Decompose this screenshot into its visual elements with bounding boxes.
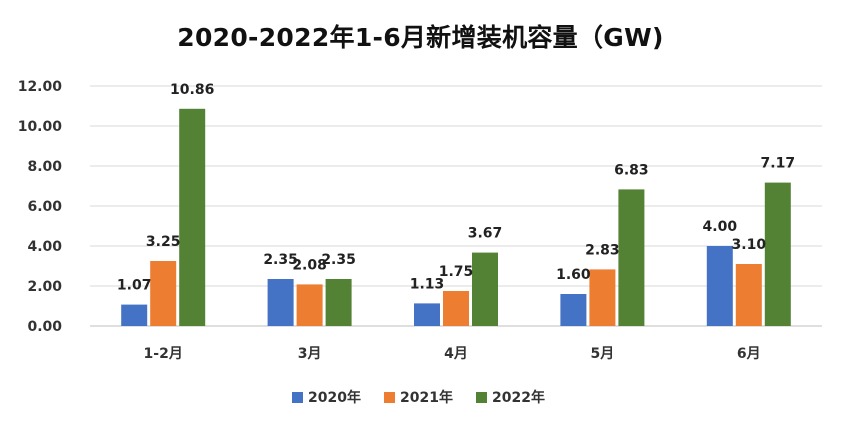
chart-title: 2020-2022年1-6月新增装机容量（GW) — [177, 23, 664, 52]
bar — [325, 279, 352, 326]
bar — [472, 252, 498, 326]
bar — [443, 291, 469, 326]
bar — [618, 189, 645, 326]
data-label: 10.86 — [170, 82, 214, 98]
legend-swatch — [476, 392, 487, 403]
legend-swatch — [384, 392, 395, 403]
bar — [735, 264, 762, 326]
data-label: 3.67 — [468, 226, 503, 242]
bar — [179, 108, 206, 326]
bar — [560, 294, 587, 326]
y-tick-label: 12.00 — [18, 79, 63, 95]
data-label: 3.10 — [732, 237, 767, 253]
data-label: 1.75 — [439, 264, 474, 280]
x-tick-label: 3月 — [298, 346, 322, 362]
data-label: 1.13 — [410, 276, 445, 292]
bar — [414, 303, 440, 326]
data-label: 4.00 — [703, 219, 738, 235]
bar — [764, 182, 791, 326]
y-tick-label: 10.00 — [18, 119, 63, 135]
x-tick-label: 4月 — [444, 346, 468, 362]
bar — [121, 304, 148, 326]
y-tick-label: 4.00 — [27, 239, 62, 255]
data-label: 6.83 — [614, 162, 649, 178]
x-tick-label: 5月 — [591, 346, 615, 362]
y-tick-label: 8.00 — [27, 159, 62, 175]
legend-swatch — [292, 392, 303, 403]
data-label: 2.08 — [292, 257, 327, 273]
data-label: 1.60 — [556, 267, 591, 283]
data-label: 2.35 — [263, 252, 298, 268]
x-tick-label: 6月 — [737, 346, 761, 362]
legend-label: 2020年 — [308, 389, 361, 406]
bar — [267, 279, 294, 326]
bar — [296, 284, 323, 326]
bar — [150, 261, 177, 326]
data-label: 2.35 — [321, 252, 356, 268]
bar — [706, 246, 733, 326]
data-label: 7.17 — [761, 156, 796, 172]
bar — [589, 269, 616, 326]
y-tick-label: 6.00 — [27, 199, 62, 215]
data-label: 1.07 — [117, 278, 152, 294]
y-tick-label: 2.00 — [27, 279, 62, 295]
legend-label: 2022年 — [492, 389, 545, 406]
legend-label: 2021年 — [400, 389, 453, 406]
data-label: 3.25 — [146, 234, 181, 250]
y-tick-label: 0.00 — [27, 319, 62, 335]
x-tick-label: 1-2月 — [144, 346, 183, 362]
data-label: 2.83 — [585, 242, 620, 258]
